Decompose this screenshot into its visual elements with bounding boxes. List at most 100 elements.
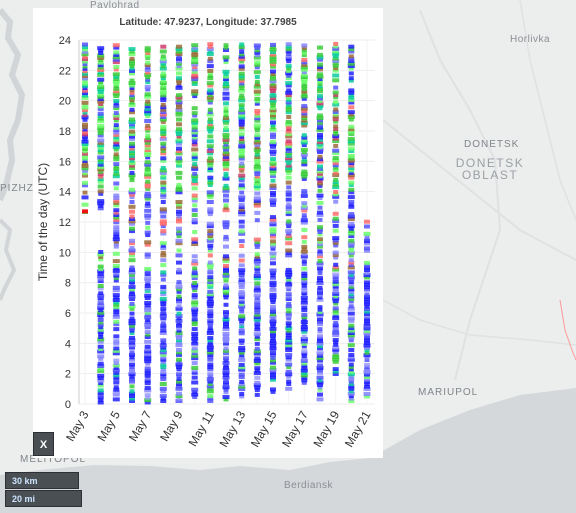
- data-point: [207, 42, 214, 47]
- data-point: [239, 168, 245, 173]
- data-point: [129, 100, 135, 105]
- data-point: [207, 275, 214, 280]
- scale-bar-km: 30 km: [5, 472, 79, 489]
- data-point: [97, 376, 104, 381]
- data-point: [332, 284, 339, 289]
- data-point: [223, 373, 229, 378]
- region-border: [559, 299, 576, 361]
- data-point: [301, 143, 307, 147]
- data-point: [285, 156, 293, 161]
- data-point: [332, 114, 339, 119]
- data-point: [81, 163, 89, 168]
- data-point: [285, 197, 292, 202]
- data-point: [301, 203, 307, 208]
- data-point: [270, 336, 276, 341]
- data-point: [254, 310, 261, 315]
- data-point: [97, 344, 104, 349]
- data-point: [239, 394, 245, 399]
- data-point: [207, 316, 213, 321]
- data-point: [223, 135, 229, 140]
- data-point: [239, 146, 245, 151]
- data-point: [253, 317, 261, 322]
- data-point: [238, 285, 245, 290]
- data-point: [176, 229, 182, 234]
- data-point: [239, 244, 245, 248]
- data-point: [317, 295, 323, 300]
- data-point: [270, 256, 276, 261]
- data-point: [144, 284, 151, 288]
- data-point: [191, 157, 198, 162]
- data-point: [332, 250, 339, 255]
- data-point: [223, 79, 229, 84]
- data-point: [332, 185, 340, 190]
- data-point: [128, 173, 136, 178]
- data-point: [363, 231, 371, 236]
- data-point: [129, 328, 135, 333]
- data-point: [222, 145, 230, 150]
- data-point: [175, 284, 183, 289]
- data-point: [285, 166, 293, 170]
- data-point: [191, 60, 199, 65]
- data-point: [253, 276, 261, 281]
- data-point: [270, 74, 276, 79]
- data-point: [348, 226, 354, 231]
- data-point: [348, 365, 354, 369]
- data-point: [191, 154, 198, 159]
- data-point: [364, 372, 370, 377]
- data-point: [301, 341, 308, 346]
- data-point: [269, 79, 277, 84]
- data-point: [270, 334, 276, 339]
- data-point: [253, 315, 261, 320]
- data-point: [270, 178, 276, 183]
- data-point: [223, 322, 229, 327]
- data-point: [300, 67, 308, 72]
- data-point: [144, 111, 152, 116]
- data-point: [317, 285, 323, 290]
- data-point: [81, 100, 89, 105]
- data-point: [348, 76, 354, 81]
- data-point: [223, 147, 229, 152]
- data-point: [206, 292, 214, 297]
- data-point: [144, 194, 152, 199]
- data-point: [191, 130, 199, 135]
- data-point: [145, 165, 151, 170]
- data-point: [239, 81, 245, 86]
- data-point: [269, 368, 277, 372]
- data-point: [176, 49, 182, 54]
- data-point: [332, 272, 340, 277]
- data-point: [347, 110, 355, 115]
- data-point: [97, 126, 105, 131]
- data-point: [270, 76, 276, 81]
- data-point: [97, 303, 105, 308]
- data-point: [317, 89, 323, 94]
- data-point: [332, 330, 340, 335]
- data-point: [113, 230, 120, 234]
- data-point: [332, 279, 339, 284]
- data-point: [144, 351, 152, 356]
- data-point: [254, 133, 261, 138]
- data-point: [348, 386, 355, 391]
- data-point: [364, 297, 370, 302]
- data-point: [270, 234, 276, 239]
- data-point: [129, 282, 135, 287]
- data-point: [238, 367, 246, 372]
- data-point: [112, 72, 120, 77]
- data-point: [238, 163, 245, 168]
- x-tick-label: May 15: [248, 408, 280, 449]
- data-point: [191, 62, 199, 67]
- data-point: [191, 239, 198, 244]
- close-popup-button[interactable]: X: [33, 432, 54, 456]
- data-point: [238, 304, 246, 309]
- data-point: [270, 360, 276, 365]
- data-point: [113, 339, 120, 344]
- data-point: [113, 327, 120, 332]
- data-point: [113, 232, 120, 237]
- data-point: [332, 359, 339, 364]
- data-point: [364, 345, 370, 350]
- data-point: [253, 164, 261, 169]
- data-point: [129, 357, 135, 362]
- data-point: [176, 163, 182, 168]
- data-point: [192, 390, 198, 395]
- data-point: [129, 306, 135, 311]
- data-point: [160, 83, 166, 88]
